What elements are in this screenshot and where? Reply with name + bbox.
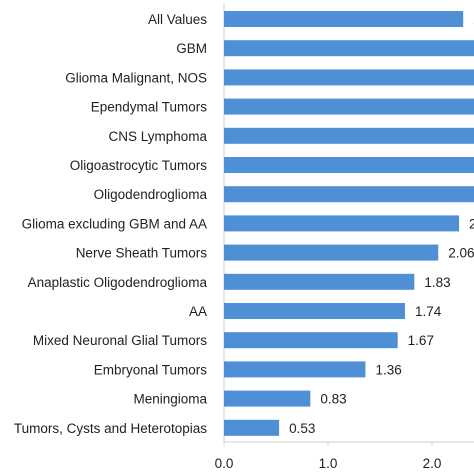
bar (224, 244, 439, 261)
value-label: 1.74 (415, 304, 442, 319)
category-label: CNS Lymphoma (108, 129, 207, 144)
category-label: Ependymal Tumors (91, 100, 208, 115)
bar (224, 419, 280, 436)
category-label: Anaplastic Oligodendroglioma (28, 275, 208, 290)
bar (224, 157, 474, 173)
category-labels: All Values GBM Glioma Malignant, NOS Ependy… (14, 12, 208, 436)
value-label: 1.83 (424, 275, 450, 290)
category-label: Tumors, Cysts and Heterotopias (14, 421, 207, 436)
x-tick-label: 1.0 (319, 456, 338, 471)
bar (224, 273, 415, 290)
bar (224, 390, 311, 407)
bar (224, 186, 474, 203)
category-label: All Values (148, 12, 207, 27)
bar (224, 215, 460, 232)
bars-layer (224, 11, 474, 436)
value-label: 2.06 (448, 246, 474, 261)
category-label: AA (189, 304, 207, 319)
value-label: 2 (469, 216, 474, 231)
category-label: Glioma excluding GBM and AA (22, 216, 207, 231)
category-label: Glioma Malignant, NOS (65, 70, 207, 85)
bar (224, 361, 366, 378)
category-label: Mixed Neuronal Glial Tumors (33, 333, 207, 348)
value-label: 1.67 (408, 333, 434, 348)
category-label: Oligoastrocytic Tumors (70, 158, 208, 173)
category-label: Embryonal Tumors (94, 362, 208, 377)
value-label: 0.53 (289, 421, 315, 436)
bar (224, 98, 474, 115)
bar (224, 332, 398, 349)
x-tick-label: 2.0 (423, 456, 442, 471)
bar (224, 11, 464, 27)
value-label: 1.36 (375, 362, 401, 377)
category-label: GBM (176, 41, 207, 56)
x-tick-label: 0.0 (215, 456, 234, 471)
bar (224, 69, 474, 86)
bar (224, 127, 474, 144)
category-label: Meningioma (133, 392, 207, 407)
bar (224, 40, 474, 57)
x-axis-ticks: 0.0 1.0 2.0 (215, 442, 442, 471)
value-label: 0.83 (320, 392, 346, 407)
category-label: Nerve Sheath Tumors (76, 246, 208, 261)
value-labels: 222.061.831.741.671.360.830.53 (289, 12, 474, 436)
bar (224, 303, 405, 319)
category-label: Oligodendroglioma (94, 187, 208, 202)
